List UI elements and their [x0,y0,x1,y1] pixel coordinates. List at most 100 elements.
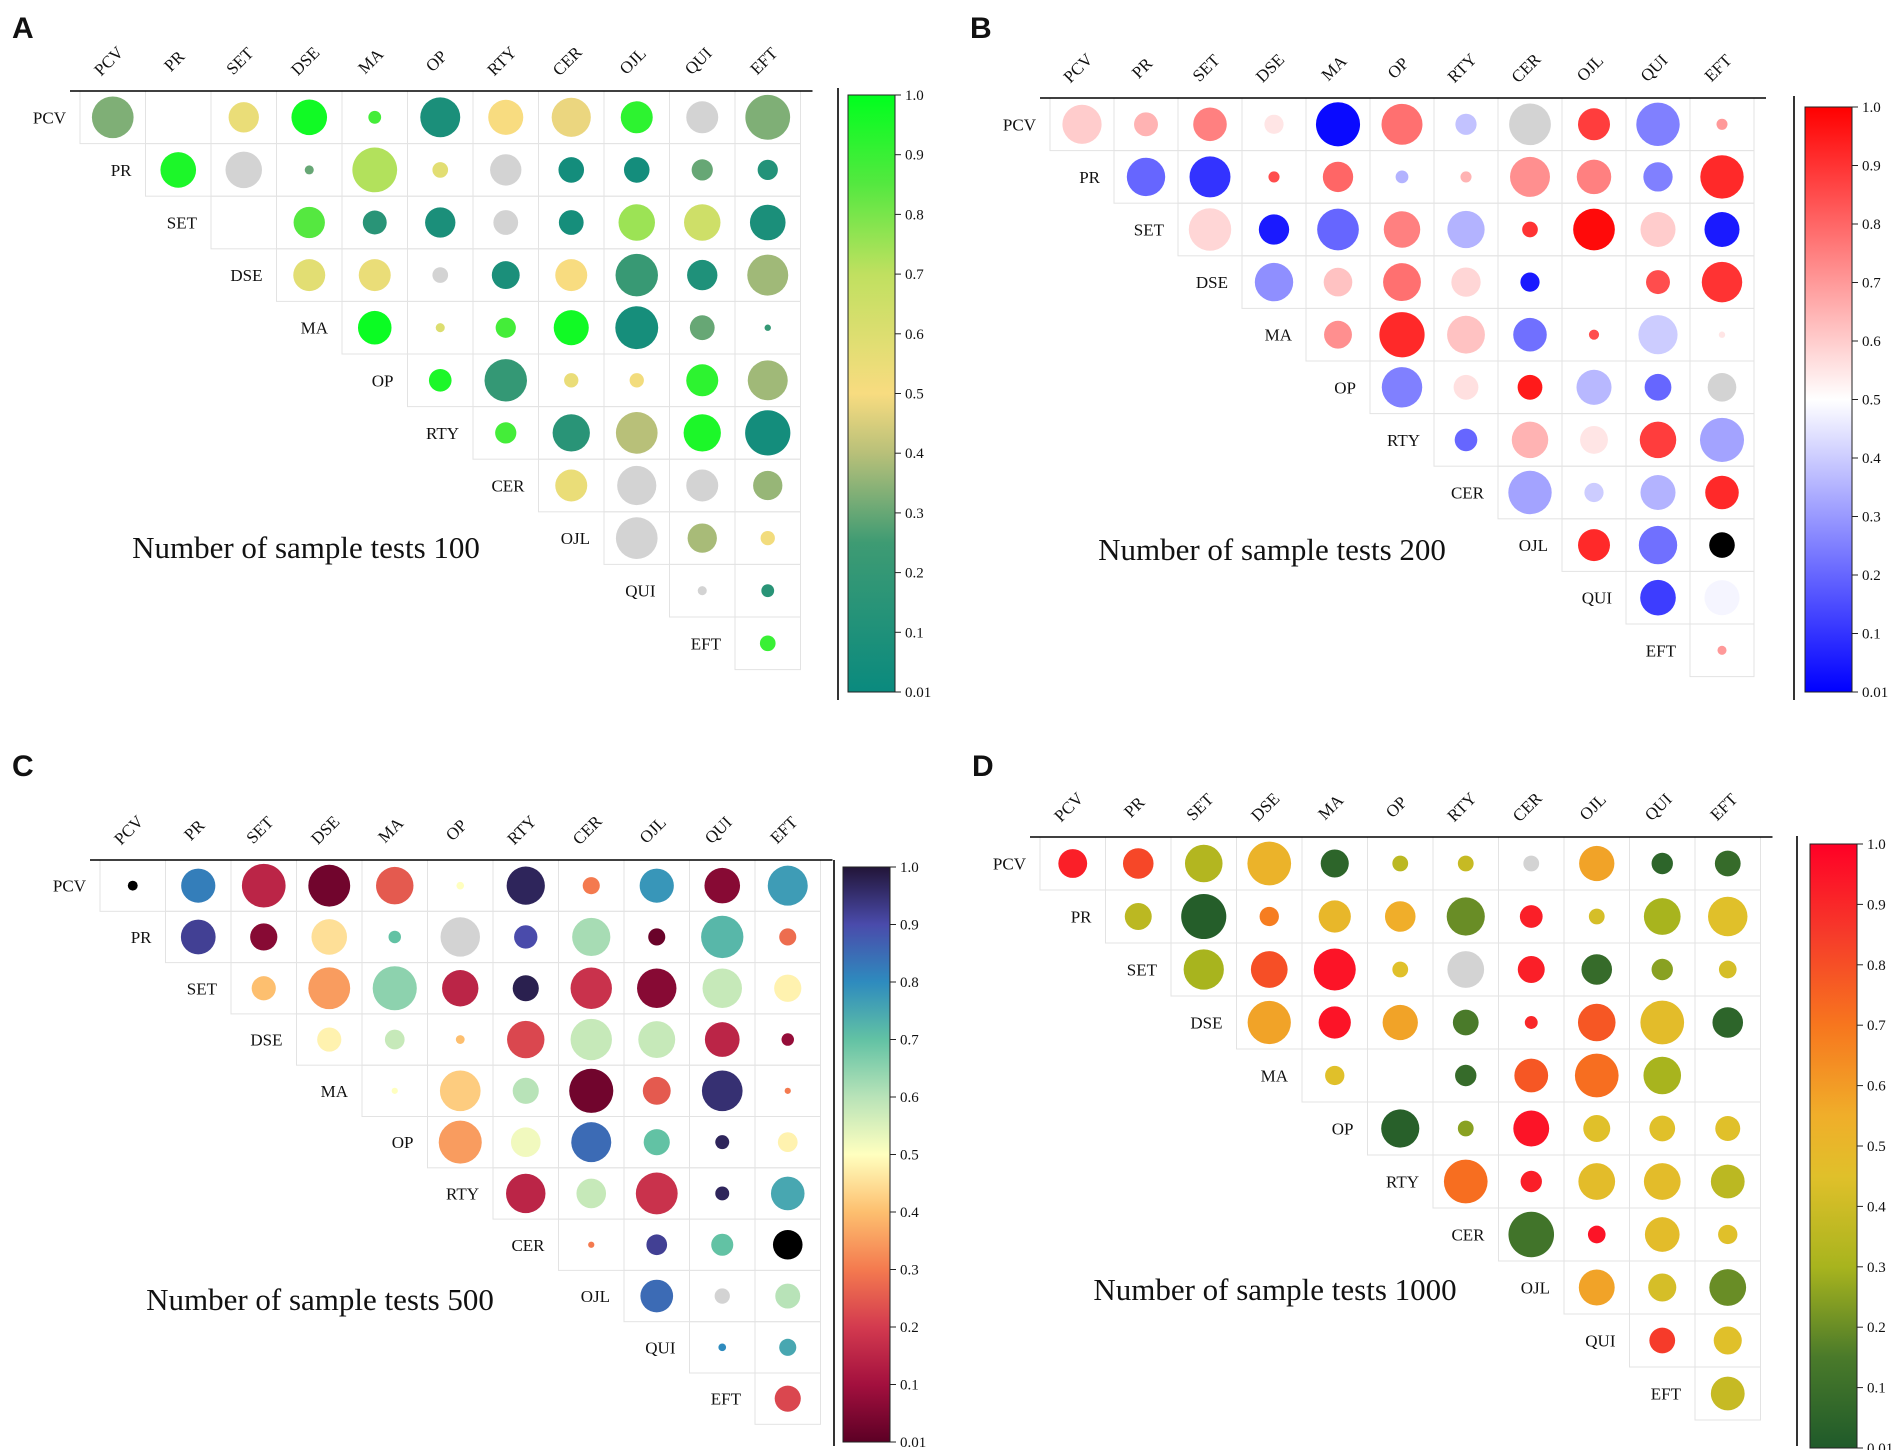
circle-cer-eft [1705,475,1739,510]
row-label-rty: RTY [1387,431,1420,450]
circle-pr-set [1181,893,1227,940]
colorbar-tick-label: 0.01 [1867,1441,1893,1450]
circle-cer-ojl [1587,1225,1606,1244]
colorbar-tick-label: 1.0 [905,88,924,104]
circle-pr-qui [701,915,744,959]
circle-set-cer [1522,221,1538,238]
circle-op-rty [1457,1120,1474,1137]
circle-pcv-eft [745,94,791,140]
circle-ojl-qui [687,523,717,553]
row-label-cer: CER [491,477,525,496]
circle-pr-eft [1700,155,1744,199]
circle-dse-ojl [615,253,658,297]
circle-op-ojl [1583,1115,1611,1142]
colorbar-gradient [842,866,891,1443]
circle-eft-eft [759,635,776,652]
column-label-ojl: OJL [1576,790,1610,824]
circle-ma-qui [701,1070,743,1112]
circle-pr-pr [180,919,216,955]
circle-qui-qui [1649,1327,1676,1354]
circle-op-qui [1649,1115,1676,1142]
circle-dse-qui [704,1022,740,1057]
circle-ojl-ojl [1578,1269,1615,1306]
circle-ojl-qui [1638,525,1678,565]
correlation-circles [127,863,808,1412]
circle-ma-rty [495,317,516,338]
circle-rty-eft [745,410,791,456]
circle-ma-cer [553,310,589,346]
circle-pcv-eft [1716,118,1728,130]
correlation-circles [91,94,791,652]
circle-pr-qui [691,159,713,181]
circle-dse-rty [1452,1009,1479,1036]
circle-op-rty [1453,374,1479,400]
circle-dse-cer [555,259,588,292]
row-label-ojl: OJL [561,529,590,548]
circle-set-ojl [637,968,677,1008]
circle-ma-ma [1325,1065,1345,1086]
circle-cer-eft [772,1229,803,1260]
circle-set-qui [1651,958,1673,981]
circle-pcv-ma [1315,102,1361,147]
circle-rty-eft [1699,417,1745,462]
circle-set-rty [1447,210,1485,249]
circle-pr-op [1384,901,1416,932]
circle-pr-dse [304,165,314,175]
circle-pr-op [1395,170,1409,184]
circle-pcv-pcv [1062,104,1102,144]
colorbar-tick-label: 0.1 [1867,1381,1886,1397]
circle-dse-qui [687,259,718,291]
circle-dse-rty [491,261,520,290]
circle-rty-qui [1643,1163,1681,1200]
circle-set-eft [1718,960,1737,979]
column-label-pcv: PCV [110,811,147,848]
panel-title: Number of sample tests 1000 [1093,1272,1456,1307]
circle-op-qui [715,1135,730,1150]
colorbar-tick-label: 0.01 [1862,685,1888,701]
column-label-set: SET [1189,50,1224,85]
colorbar-tick-label: 1.0 [900,860,919,876]
colorbar: 1.0 0.9 0.8 0.7 0.6 0.5 0.4 0.3 0.2 0.1 0.01 [1804,100,1888,701]
circle-op-rty [510,1127,541,1157]
colorbar-tick-label: 1.0 [1862,100,1881,116]
circle-set-cer [558,210,584,235]
circle-dse-dse [293,259,326,292]
row-label-set: SET [187,979,218,998]
column-label-ma: MA [1314,790,1347,823]
circle-rty-eft [770,1176,805,1211]
circle-set-dse [293,206,325,239]
circle-dse-rty [507,1020,545,1059]
column-label-op: OP [1384,54,1413,83]
circle-pr-ma [1322,161,1354,193]
circle-dse-ma [358,259,391,292]
circle-pcv-ma [368,110,382,124]
circle-ma-op [439,1070,481,1112]
row-label-qui: QUI [645,1338,676,1357]
circle-rty-qui [1639,421,1677,459]
circle-eft-eft [774,1385,801,1412]
colorbar-tick-label: 0.4 [900,1205,919,1221]
circle-op-qui [686,364,719,397]
circle-ma-ojl [615,306,659,350]
colorbar-tick-label: 0.5 [900,1148,919,1164]
row-label-dse: DSE [230,266,262,285]
colorbar-tick-label: 0.6 [900,1090,919,1106]
column-label-qui: QUI [701,812,736,847]
circle-pr-dse [1268,171,1280,183]
circle-pr-pr [1126,157,1166,197]
circle-set-op [1392,961,1409,978]
grid-cell [1694,1048,1761,1103]
column-label-op: OP [422,47,451,76]
panel-a: A PCV PR SET DSE MA OP RTY CER OJL QUI EFT PCV PR SET D… [12,12,931,701]
circle-pcv-ojl [1579,845,1615,882]
row-label-cer: CER [511,1236,545,1255]
circle-cer-ojl [617,465,657,506]
colorbar-tick-label: 0.5 [1862,393,1881,409]
correlation-circles [1062,102,1745,655]
column-label-qui: QUI [1641,789,1676,824]
circle-ma-eft [1718,331,1726,338]
circle-op-ojl [1576,369,1612,405]
circle-pcv-dse [1247,841,1292,886]
correlation-circles [1058,841,1748,1411]
circle-pr-set [225,151,262,189]
